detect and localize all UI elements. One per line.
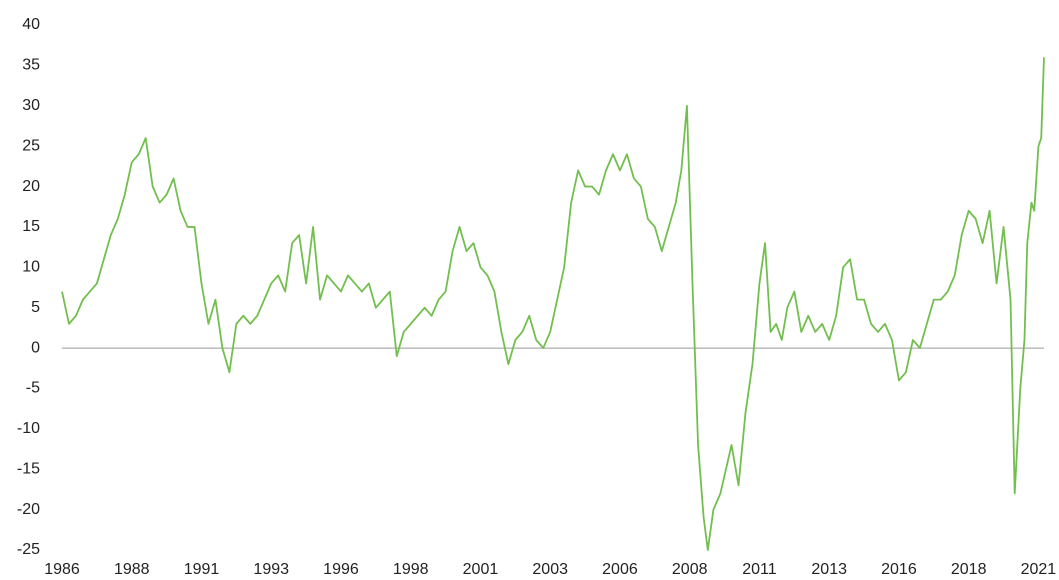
x-tick-label: 1988 — [114, 561, 150, 578]
y-tick-label: 35 — [22, 57, 40, 74]
x-tick-label: 1993 — [253, 561, 289, 578]
y-tick-label: 0 — [31, 339, 40, 356]
x-tick-label: 2021 — [1021, 561, 1057, 578]
y-tick-label: -25 — [17, 541, 40, 558]
y-tick-label: 20 — [22, 178, 40, 195]
x-tick-label: 1998 — [393, 561, 429, 578]
x-tick-label: 2016 — [881, 561, 917, 578]
y-tick-label: 5 — [31, 299, 40, 316]
y-tick-label: 10 — [22, 259, 40, 276]
x-tick-label: 1996 — [323, 561, 359, 578]
x-tick-label: 2018 — [951, 561, 987, 578]
y-tick-label: -20 — [17, 501, 40, 518]
y-tick-label: 40 — [22, 16, 40, 33]
y-tick-label: 15 — [22, 218, 40, 235]
x-tick-label: 2003 — [532, 561, 568, 578]
x-tick-label: 1991 — [184, 561, 220, 578]
y-tick-label: 25 — [22, 137, 40, 154]
x-tick-label: 2001 — [463, 561, 499, 578]
x-tick-label: 2011 — [742, 561, 777, 578]
x-tick-label: 2008 — [672, 561, 708, 578]
x-tick-label: 1986 — [44, 561, 80, 578]
x-tick-label: 2006 — [602, 561, 638, 578]
y-tick-label: -15 — [17, 460, 40, 477]
y-tick-label: -10 — [17, 420, 40, 437]
y-tick-label: -5 — [26, 380, 40, 397]
y-tick-label: 30 — [22, 97, 40, 114]
x-tick-label: 2013 — [811, 561, 847, 578]
data-line — [61, 57, 1045, 551]
